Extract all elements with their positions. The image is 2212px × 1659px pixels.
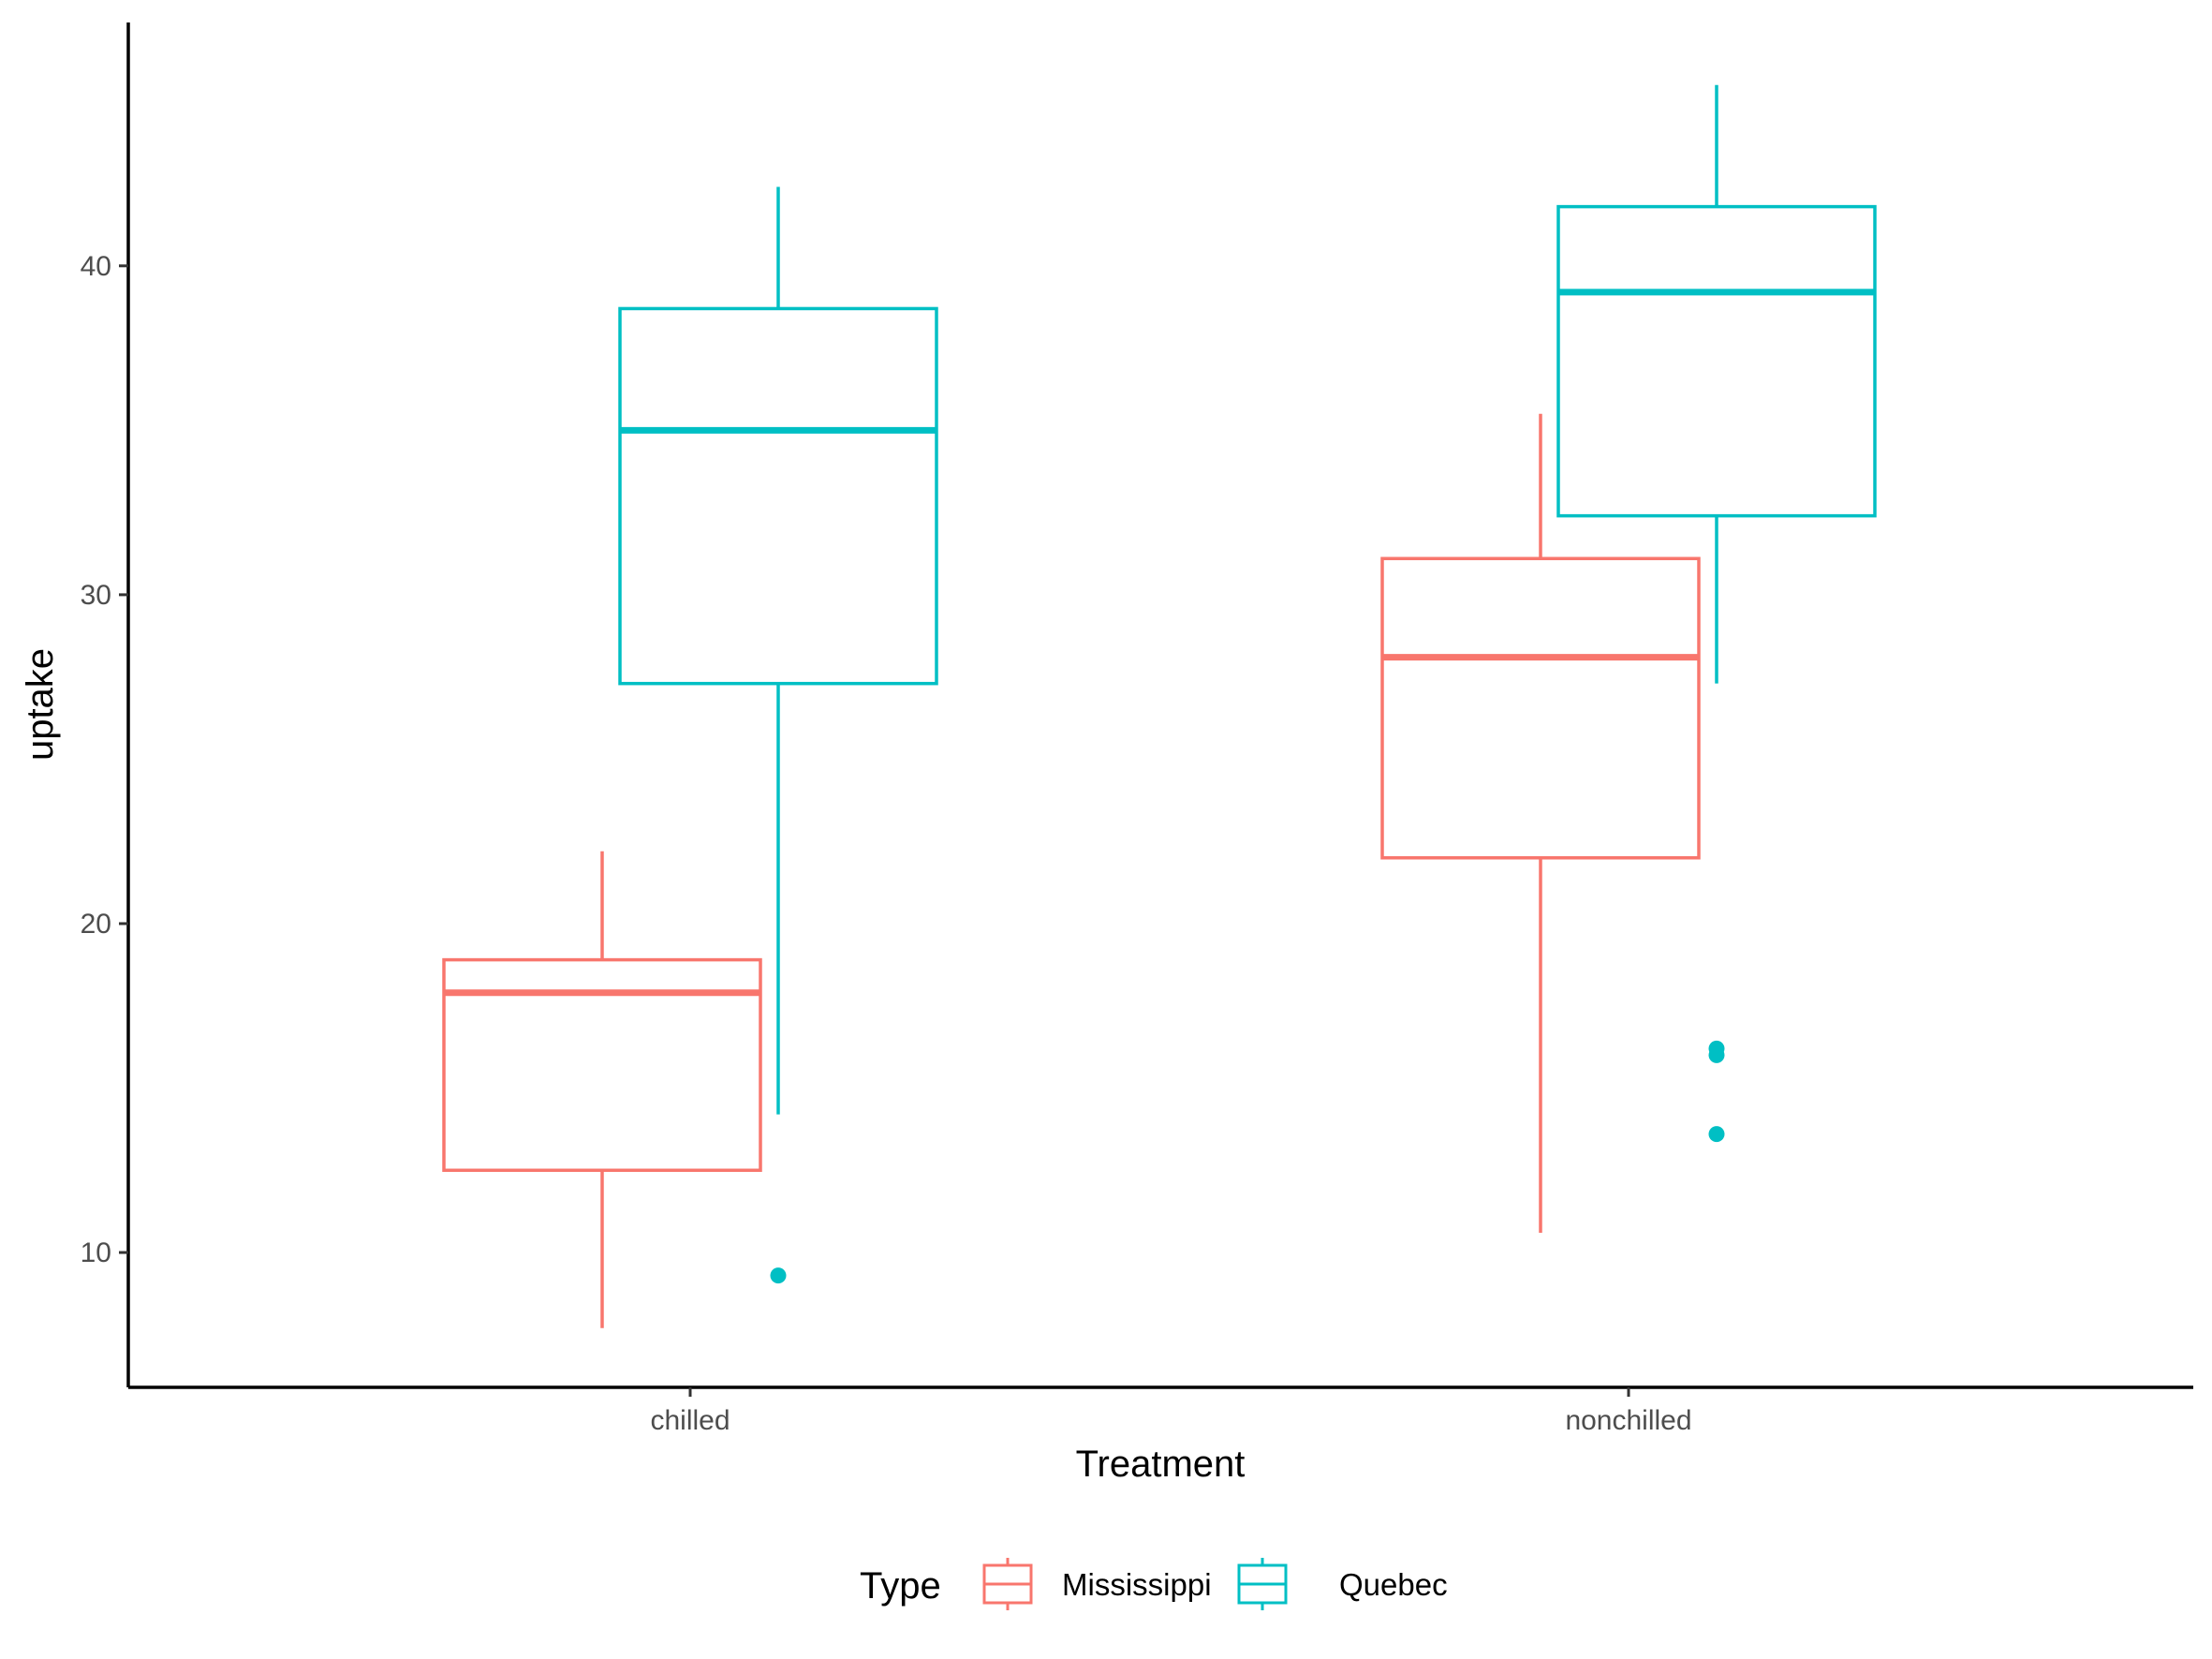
x-tick-label: nonchilled (1565, 1405, 1691, 1436)
outlier-point (1708, 1046, 1725, 1063)
y-tick-label: 30 (81, 580, 111, 611)
box-mississippi-chilled (442, 851, 762, 1328)
y-tick-label: 10 (81, 1237, 111, 1268)
outlier-point (770, 1267, 787, 1284)
y-tick-label: 40 (81, 251, 111, 282)
iqr-box (618, 306, 938, 686)
plot-area (442, 84, 1877, 1328)
legend-key-mississippi: Mississippi (982, 1558, 1212, 1610)
x-tick-label: chilled (650, 1405, 730, 1436)
iqr-box (1380, 556, 1701, 860)
legend-key-quebec: Quebec (1237, 1558, 1448, 1610)
axis-ticks: 10 20 30 40 chilled nonchilled (81, 251, 1692, 1436)
legend-label: Quebec (1339, 1567, 1448, 1602)
legend: Type Mississippi Quebec (860, 1558, 1448, 1610)
box-quebec-nonchilled (1556, 84, 1877, 1143)
x-axis-title: Treatment (1076, 1444, 1246, 1485)
axes (126, 22, 2193, 1389)
box-quebec-chilled (618, 186, 938, 1284)
legend-title: Type (860, 1565, 941, 1607)
y-tick-label: 20 (81, 909, 111, 940)
iqr-box (1556, 204, 1877, 518)
outlier-point (1708, 1126, 1725, 1143)
box-mississippi-nonchilled (1380, 413, 1701, 1233)
legend-label: Mississippi (1062, 1567, 1212, 1602)
y-axis-title: uptake (20, 648, 61, 761)
